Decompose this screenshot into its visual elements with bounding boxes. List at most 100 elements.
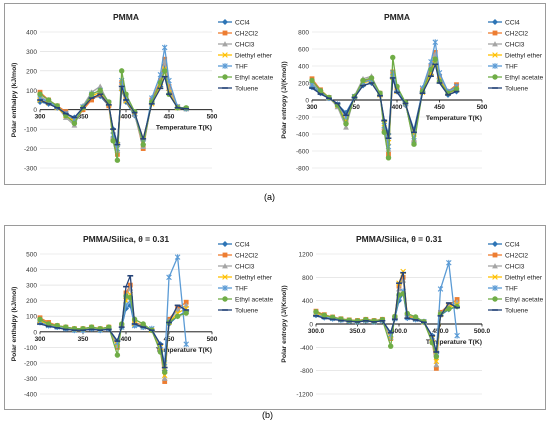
x-tick-label: 350 [78, 114, 89, 121]
y-tick-label: 100 [26, 314, 37, 321]
y-tick-label: 500 [26, 252, 37, 259]
data-point-ethyl-acetate [183, 105, 189, 111]
series-line-toluene [39, 275, 187, 369]
x-tick-label: 500 [207, 114, 218, 121]
data-point-ethyl-acetate [106, 324, 112, 330]
legend-marker [222, 274, 228, 280]
x-tick-label: 300 [35, 336, 46, 343]
y-tick-label: 800 [298, 30, 309, 37]
data-point-ethyl-acetate [321, 312, 327, 318]
x-tick-label: 350 [78, 336, 89, 343]
y-tick-label: 300 [26, 49, 37, 56]
legend-label: Diethyl ether [235, 275, 273, 282]
y-tick-label: 200 [26, 68, 37, 75]
y-tick-label: 600 [298, 47, 309, 54]
y-tick-label: 200 [26, 298, 37, 305]
data-point-ethyl-acetate [388, 343, 394, 349]
y-tick-label: 400 [26, 267, 37, 274]
chart-pmma-entropy: PMMA -800 -600 -400 -200 0 200 400 600 800 300 350 4… [281, 12, 543, 173]
data-point-ch2cl2 [433, 365, 439, 371]
data-point-chcl3 [97, 83, 104, 89]
panel-label-b: (b) [262, 410, 273, 420]
legend-label: Diethyl ether [505, 275, 543, 282]
data-point-ethyl-acetate [140, 321, 146, 327]
data-point-ethyl-acetate [446, 306, 452, 312]
x-tick-label: 400 [392, 104, 403, 111]
y-tick-label: 300 [26, 283, 37, 290]
y-axis-label: Polar enthalpy (kJ/mol) [11, 63, 18, 138]
y-tick-label: 400 [298, 64, 309, 71]
y-tick-label: -100 [24, 127, 37, 134]
data-point-thf [432, 39, 439, 46]
data-point-ch2cl2 [123, 290, 129, 296]
x-tick-label: 400 [121, 336, 132, 343]
legend-label: THF [235, 286, 248, 293]
data-point-thf [454, 332, 460, 339]
x-axis-label: Temperature T(K) [426, 339, 482, 346]
y-tick-label: -400 [24, 392, 37, 399]
y-tick-label: 200 [298, 81, 309, 88]
y-axis-label: Polar enthalpy (kJ/mol) [11, 287, 18, 362]
data-point-chcl3 [343, 124, 349, 130]
y-tick-label: -1200 [296, 392, 313, 399]
legend-marker [222, 52, 228, 58]
chart-silica-enthalpy: PMMA/Silica, θ = 0.31 -400 -300 -200 -100 0 10… [11, 234, 273, 399]
legend-label: Toluene [235, 308, 258, 315]
data-point-ethyl-acetate [385, 155, 392, 161]
y-tick-label: 800 [302, 275, 313, 282]
x-tick-label: 400 [121, 114, 132, 121]
legend-label: CHCl3 [505, 42, 525, 49]
data-point-ethyl-acetate [114, 352, 121, 358]
x-tick-label: 300 [307, 104, 318, 111]
x-tick-label: 350 [349, 104, 360, 111]
data-point-ch2cl2 [89, 97, 94, 103]
legend-marker [222, 241, 228, 247]
data-point-ethyl-acetate [309, 77, 315, 84]
legend-marker [222, 285, 228, 291]
y-tick-label: 400 [26, 30, 37, 37]
data-point-ethyl-acetate [433, 353, 440, 360]
data-point-diethyl-ether [433, 358, 440, 365]
y-tick-label: -200 [296, 115, 309, 122]
data-point-chcl3 [433, 361, 440, 368]
y-axis-label: Polar entropy (J/(Kmol)) [281, 61, 288, 138]
data-point-ethyl-acetate [411, 141, 417, 147]
y-tick-label: -800 [296, 166, 309, 173]
data-point-thf [166, 274, 172, 281]
y-tick-label: -100 [24, 345, 37, 352]
legend-marker [492, 41, 498, 47]
data-point-ethyl-acetate [162, 68, 168, 74]
x-tick-label: 500 [477, 104, 488, 111]
legend-label: CHCl3 [505, 264, 525, 271]
legend-label: Toluene [505, 86, 528, 93]
legend-label: CHCl3 [235, 42, 255, 49]
legend-marker [222, 30, 228, 36]
chart-title: PMMA/Silica, θ = 0.31 [83, 234, 169, 244]
data-point-ethyl-acetate [381, 129, 387, 135]
y-tick-label: 0 [33, 107, 37, 114]
y-tick-label: -400 [296, 132, 309, 139]
legend-marker [492, 52, 498, 58]
data-point-ch2cl2 [127, 282, 133, 288]
data-point-ethyl-acetate [368, 75, 375, 81]
legend-marker [222, 296, 228, 302]
legend-marker [492, 285, 498, 291]
legend-marker [492, 30, 498, 36]
legend-label: CH2Cl2 [505, 253, 528, 260]
data-point-ethyl-acetate [140, 141, 146, 148]
y-tick-label: -400 [300, 345, 313, 352]
x-axis-label: Temperature T(K) [156, 347, 212, 354]
data-point-ethyl-acetate [317, 87, 324, 94]
chart-title: PMMA/Silica, θ = 0.31 [356, 234, 442, 244]
legend-label: Toluene [235, 86, 258, 93]
data-point-ethyl-acetate [313, 309, 319, 315]
legend-label: Ethyl acetate [235, 297, 273, 304]
legend-marker [222, 19, 228, 25]
legend-label: CCl4 [235, 242, 250, 249]
data-point-ethyl-acetate [343, 121, 349, 127]
data-point-ch2cl2 [162, 379, 168, 384]
x-axis-label: Temperature T(K) [426, 115, 482, 122]
y-tick-label: -800 [300, 368, 313, 375]
chart-pmma-enthalpy: PMMA -300 -200 -100 0 100 200 300 400 300 350 400 45… [11, 12, 273, 173]
x-tick-label: 450.0 [432, 328, 449, 335]
